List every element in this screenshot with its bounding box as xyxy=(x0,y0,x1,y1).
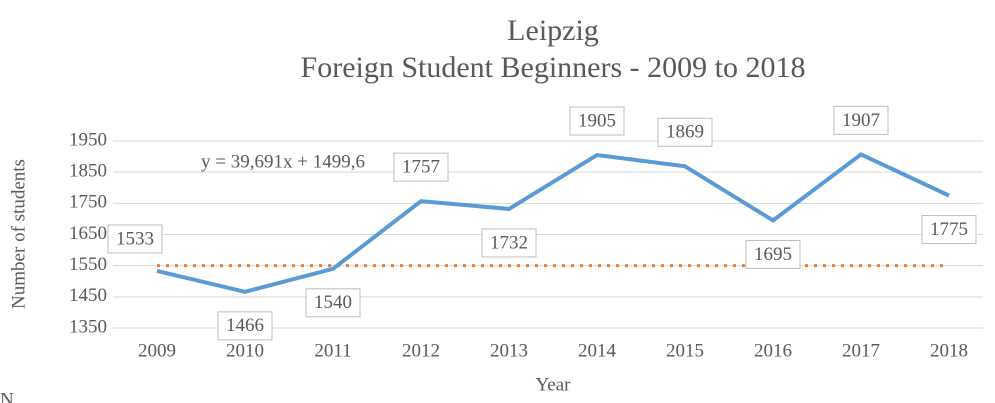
data-label-box xyxy=(305,288,361,318)
data-label-box xyxy=(107,224,163,254)
data-label-box xyxy=(921,215,977,245)
data-label: 1533 xyxy=(116,228,154,249)
data-label: 1907 xyxy=(842,110,880,131)
x-axis-label: Year xyxy=(535,374,571,395)
data-label: 1540 xyxy=(314,292,352,313)
data-label-box xyxy=(217,311,273,341)
series-line xyxy=(156,152,950,294)
x-tick-label: 2012 xyxy=(402,340,440,361)
data-label-box xyxy=(657,117,713,147)
data-label-box xyxy=(481,228,537,258)
x-tick-label: 2017 xyxy=(842,340,880,361)
data-label: 1775 xyxy=(930,219,968,240)
x-tick-label: 2018 xyxy=(930,340,968,361)
x-tick-label: 2014 xyxy=(578,340,617,361)
y-tick-label: 1850 xyxy=(69,161,107,182)
data-label: 1732 xyxy=(490,232,528,253)
x-tick-label: 2010 xyxy=(226,340,264,361)
y-tick-label: 1650 xyxy=(69,223,107,244)
y-tick-label: 1450 xyxy=(69,285,107,306)
y-tick-label: 1750 xyxy=(69,192,107,213)
data-label: 1466 xyxy=(226,315,264,336)
y-tick-label: 1350 xyxy=(69,316,107,337)
data-label: 1757 xyxy=(402,157,440,178)
data-label-box xyxy=(833,105,889,135)
x-tick-label: 2011 xyxy=(314,340,351,361)
data-label: 1869 xyxy=(666,122,704,143)
x-tick-label: 2009 xyxy=(138,340,176,361)
data-label: 1695 xyxy=(754,244,792,265)
y-axis-label: Number of students xyxy=(8,159,29,309)
data-label-box xyxy=(745,239,801,269)
x-tick-label: 2013 xyxy=(490,340,528,361)
x-tick-label: 2015 xyxy=(666,340,704,361)
chart-subtitle: Foreign Student Beginners - 2009 to 2018 xyxy=(301,51,806,84)
x-tick-label: 2016 xyxy=(754,340,792,361)
footnote: N xyxy=(0,389,14,403)
y-tick-label: 1950 xyxy=(69,129,107,150)
data-label: 1905 xyxy=(578,110,616,131)
data-label-box xyxy=(569,106,625,136)
y-tick-label: 1550 xyxy=(69,254,107,275)
data-label-box xyxy=(393,152,449,182)
chart-title: Leipzig xyxy=(507,14,599,47)
trendline-equation: y = 39,691x + 1499,6 xyxy=(201,151,365,172)
